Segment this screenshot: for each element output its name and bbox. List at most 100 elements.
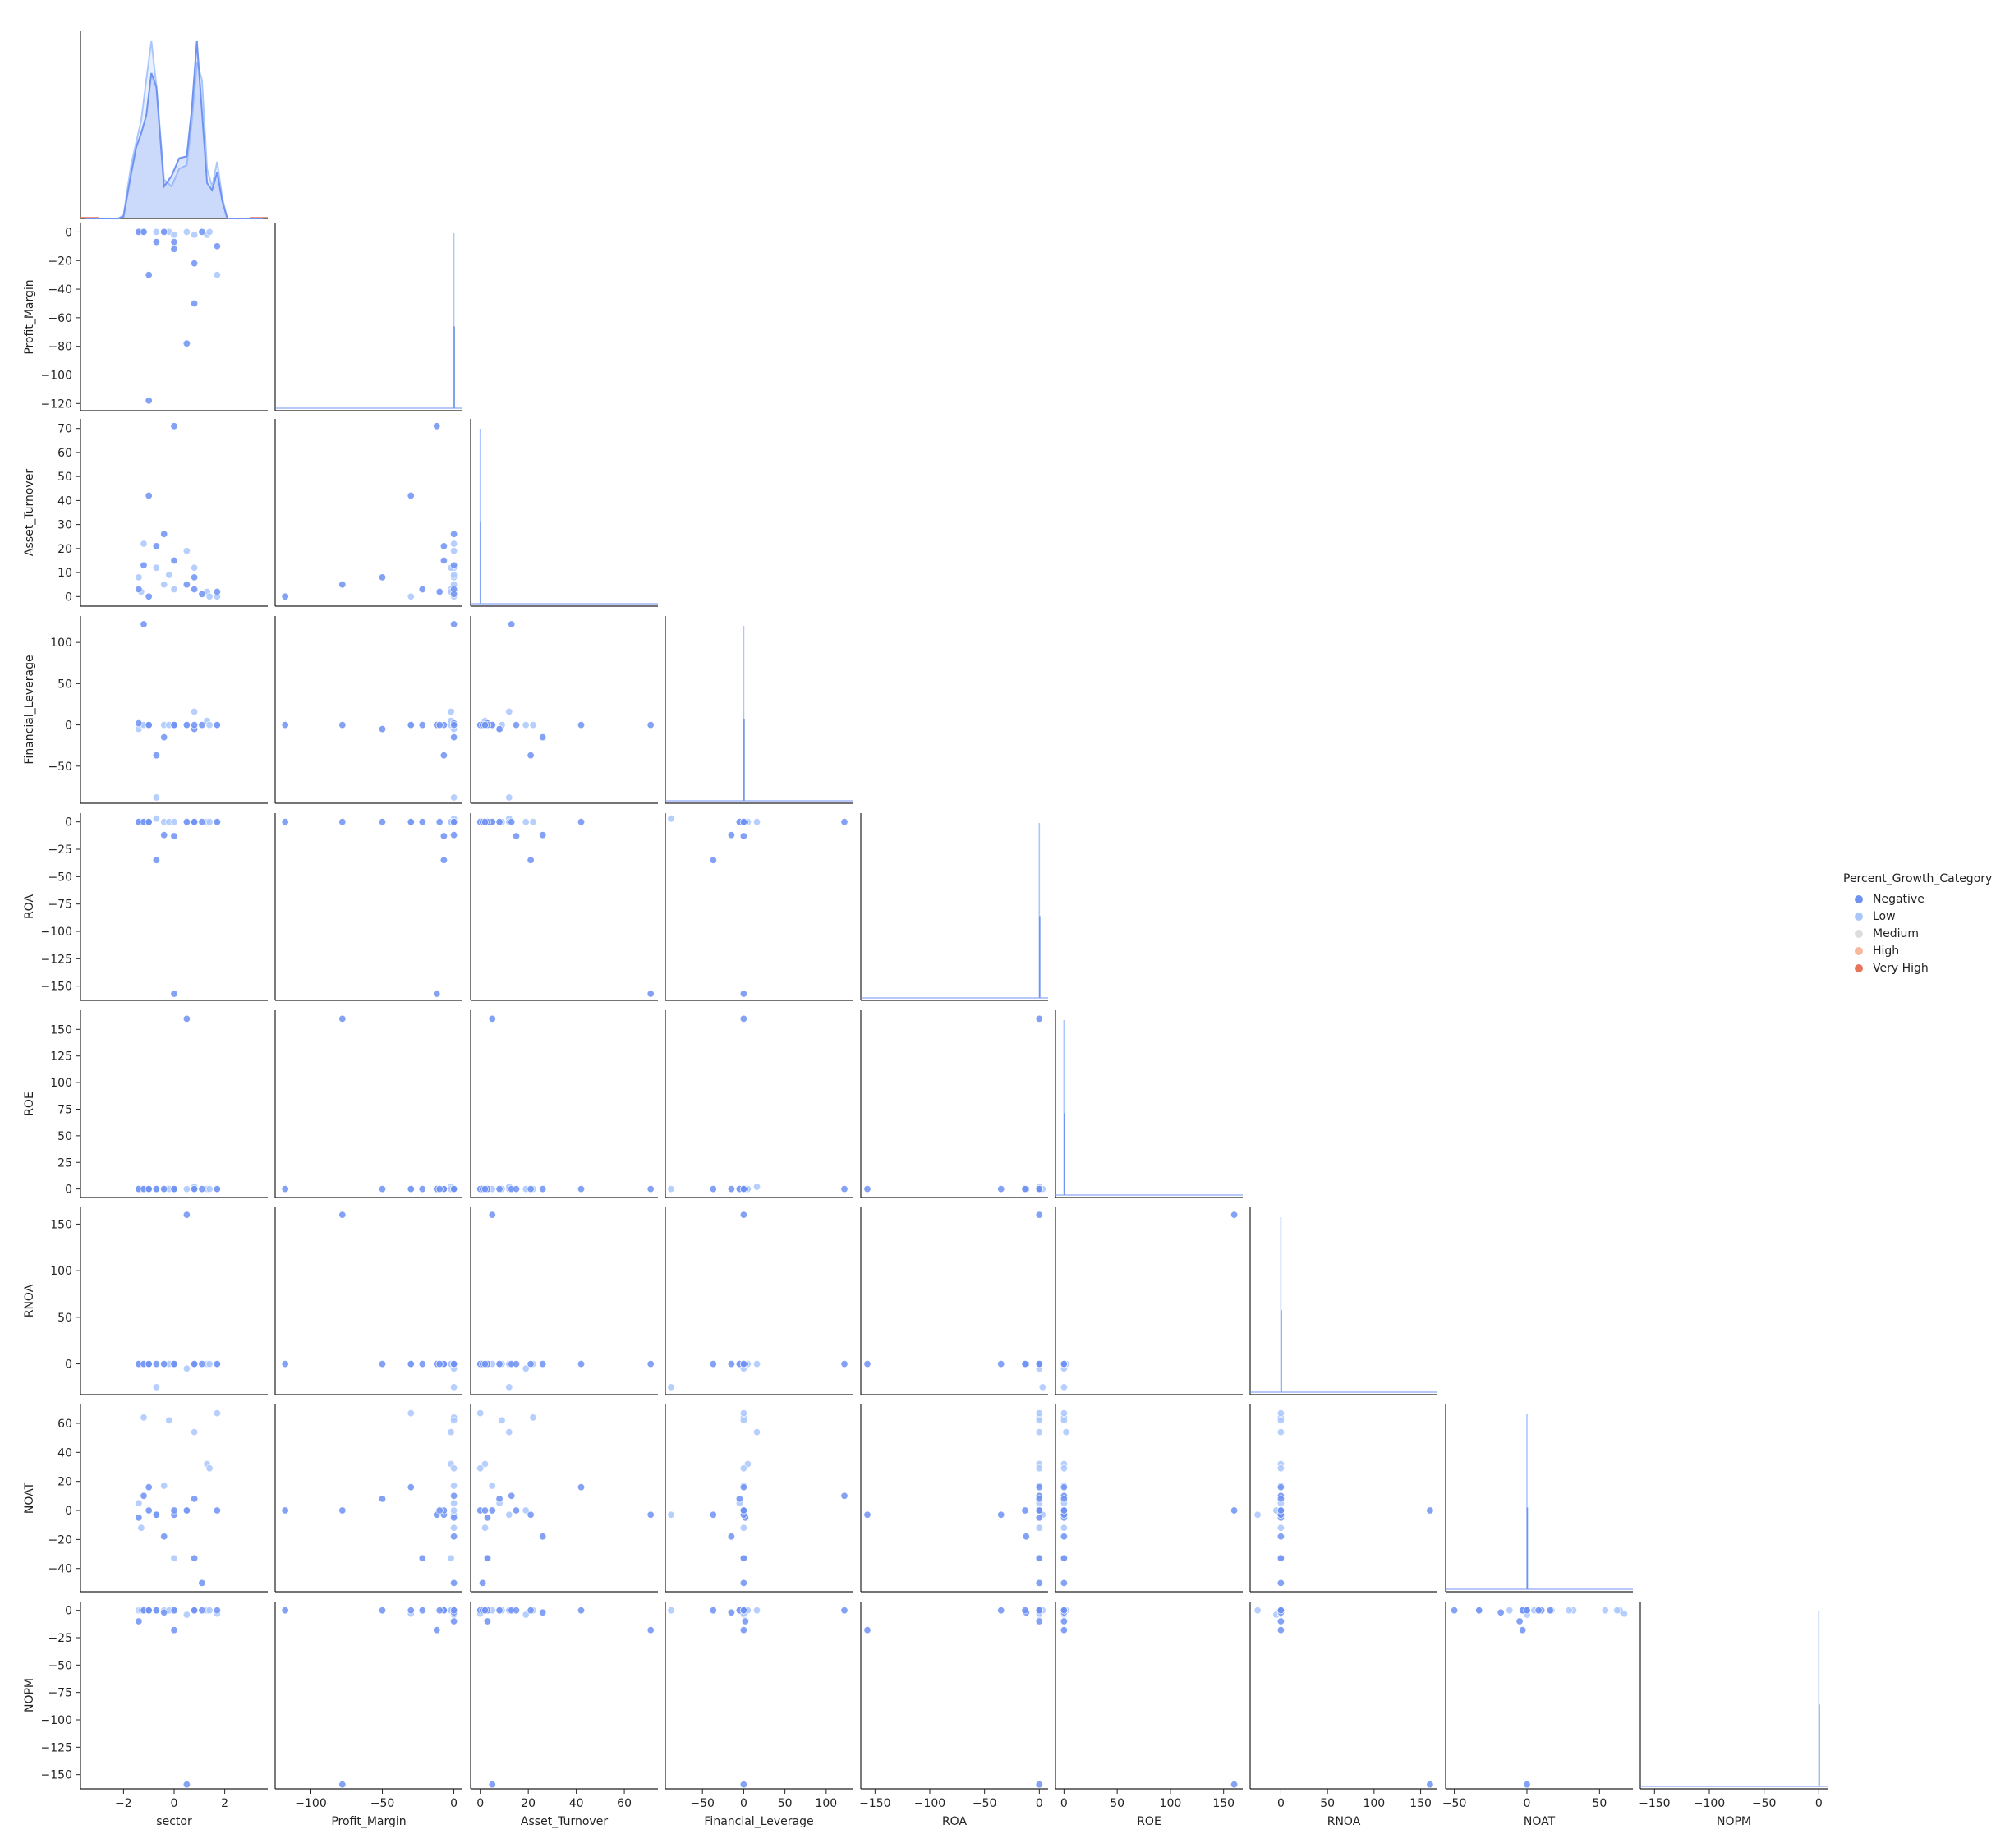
scatter-point-negative <box>338 818 347 826</box>
scatter-point-negative <box>191 721 199 729</box>
scatter-point-negative <box>198 228 206 236</box>
scatter-point-negative <box>450 818 458 826</box>
scatter-point-low <box>205 1607 214 1615</box>
scatter-point-negative <box>512 1607 520 1615</box>
scatter-point-negative <box>539 831 547 839</box>
y-tick-label: 0 <box>65 1184 72 1197</box>
scatter-point-negative <box>739 1185 747 1193</box>
kde-fill-negative <box>85 41 263 218</box>
scatter-point-negative <box>182 1506 191 1515</box>
x-tick-label: −150 <box>1639 1797 1670 1810</box>
scatter-point-negative <box>191 1495 199 1503</box>
scatter-point-negative <box>152 542 160 550</box>
scatter-point-negative <box>281 1506 289 1515</box>
scatter-point-low <box>1253 1607 1262 1615</box>
scatter-point-negative <box>481 1607 489 1615</box>
y-tick-label: 0 <box>65 1505 72 1518</box>
scatter-point-negative <box>450 1617 458 1625</box>
scatter-point-negative <box>1035 1781 1043 1789</box>
scatter-point-negative <box>709 856 717 864</box>
x-tick-label: 100 <box>1363 1797 1385 1810</box>
y-tick-label: 125 <box>50 1050 72 1064</box>
scatter-point-low <box>182 1364 191 1372</box>
scatter-point-low <box>1276 1416 1285 1424</box>
scatter-point-negative <box>1523 1781 1531 1789</box>
scatter-point-negative <box>435 1607 444 1615</box>
scatter-point-negative <box>281 818 289 826</box>
y-tick-label: −150 <box>41 981 72 994</box>
scatter-point-negative <box>439 556 448 564</box>
scatter-point-negative <box>539 1185 547 1193</box>
scatter-point-negative <box>160 530 168 538</box>
scatter-point-negative <box>182 1781 191 1789</box>
legend-marker-low <box>1855 912 1863 921</box>
scatter-point-negative <box>170 238 178 246</box>
x-tick-label: 100 <box>815 1797 837 1810</box>
scatter-point-low <box>529 721 537 729</box>
y-tick-label: −25 <box>48 844 72 857</box>
scatter-point-negative <box>1497 1608 1505 1616</box>
x-axis-label: sector <box>156 1815 192 1828</box>
scatter-point-low <box>667 815 675 823</box>
y-tick-label: 0 <box>65 816 72 830</box>
scatter-point-low <box>529 1414 537 1422</box>
scatter-point-low <box>1276 1464 1285 1473</box>
scatter-point-negative <box>495 1495 504 1503</box>
scatter-point-negative <box>997 1360 1005 1368</box>
scatter-point-negative <box>1035 1495 1043 1503</box>
scatter-point-negative <box>512 1360 520 1368</box>
scatter-point-negative <box>1060 1506 1068 1515</box>
legend-marker-high <box>1855 946 1863 955</box>
y-tick-label: 0 <box>65 719 72 733</box>
scatter-point-low <box>752 1607 761 1615</box>
scatter-point-negative <box>727 1608 735 1616</box>
scatter-point-negative <box>213 721 221 729</box>
scatter-point-negative <box>863 1185 871 1193</box>
scatter-point-negative <box>1276 1554 1285 1562</box>
scatter-point-low <box>140 540 148 548</box>
x-tick-label: 0 <box>1815 1797 1823 1810</box>
scatter-point-negative <box>488 1506 496 1515</box>
scatter-point-negative <box>435 587 444 595</box>
scatter-point-negative <box>145 1360 153 1368</box>
scatter-point-negative <box>378 1495 386 1503</box>
scatter-point-negative <box>418 1185 426 1193</box>
y-tick-label: −50 <box>48 761 72 774</box>
scatter-point-low <box>667 1185 675 1193</box>
y-axis-label: NOPM <box>23 1678 36 1712</box>
scatter-point-low <box>752 1428 761 1437</box>
scatter-point-negative <box>135 585 143 593</box>
scatter-point-negative <box>170 422 178 430</box>
scatter-point-low <box>667 1383 675 1391</box>
scatter-point-negative <box>1276 1533 1285 1541</box>
scatter-point-negative <box>739 1554 747 1562</box>
scatter-point-negative <box>1035 1514 1043 1522</box>
scatter-point-negative <box>646 1360 655 1368</box>
scatter-point-negative <box>512 832 520 840</box>
scatter-point-negative <box>450 733 458 742</box>
scatter-point-negative <box>727 831 735 839</box>
scatter-point-low <box>213 1409 221 1418</box>
y-tick-label: −50 <box>48 871 72 884</box>
scatter-point-negative <box>1021 1506 1029 1515</box>
scatter-point-negative <box>338 1781 347 1789</box>
scatter-point-negative <box>338 721 347 729</box>
y-tick-label: 0 <box>65 226 72 239</box>
scatter-point-negative <box>727 1533 735 1541</box>
scatter-point-negative <box>378 573 386 582</box>
scatter-point-negative <box>483 1554 491 1562</box>
scatter-point-low <box>170 1554 178 1562</box>
scatter-point-low <box>407 592 415 600</box>
scatter-point-negative <box>378 1185 386 1193</box>
y-tick-label: 70 <box>57 423 72 436</box>
scatter-point-negative <box>1276 1506 1285 1515</box>
scatter-point-negative <box>739 818 747 826</box>
scatter-point-negative <box>418 1554 426 1562</box>
scatter-point-low <box>137 1524 145 1532</box>
scatter-point-negative <box>450 1514 458 1522</box>
scatter-point-low <box>1060 1464 1068 1473</box>
scatter-point-negative <box>1426 1781 1434 1789</box>
y-tick-label: 20 <box>57 543 72 556</box>
scatter-point-negative <box>281 1360 289 1368</box>
